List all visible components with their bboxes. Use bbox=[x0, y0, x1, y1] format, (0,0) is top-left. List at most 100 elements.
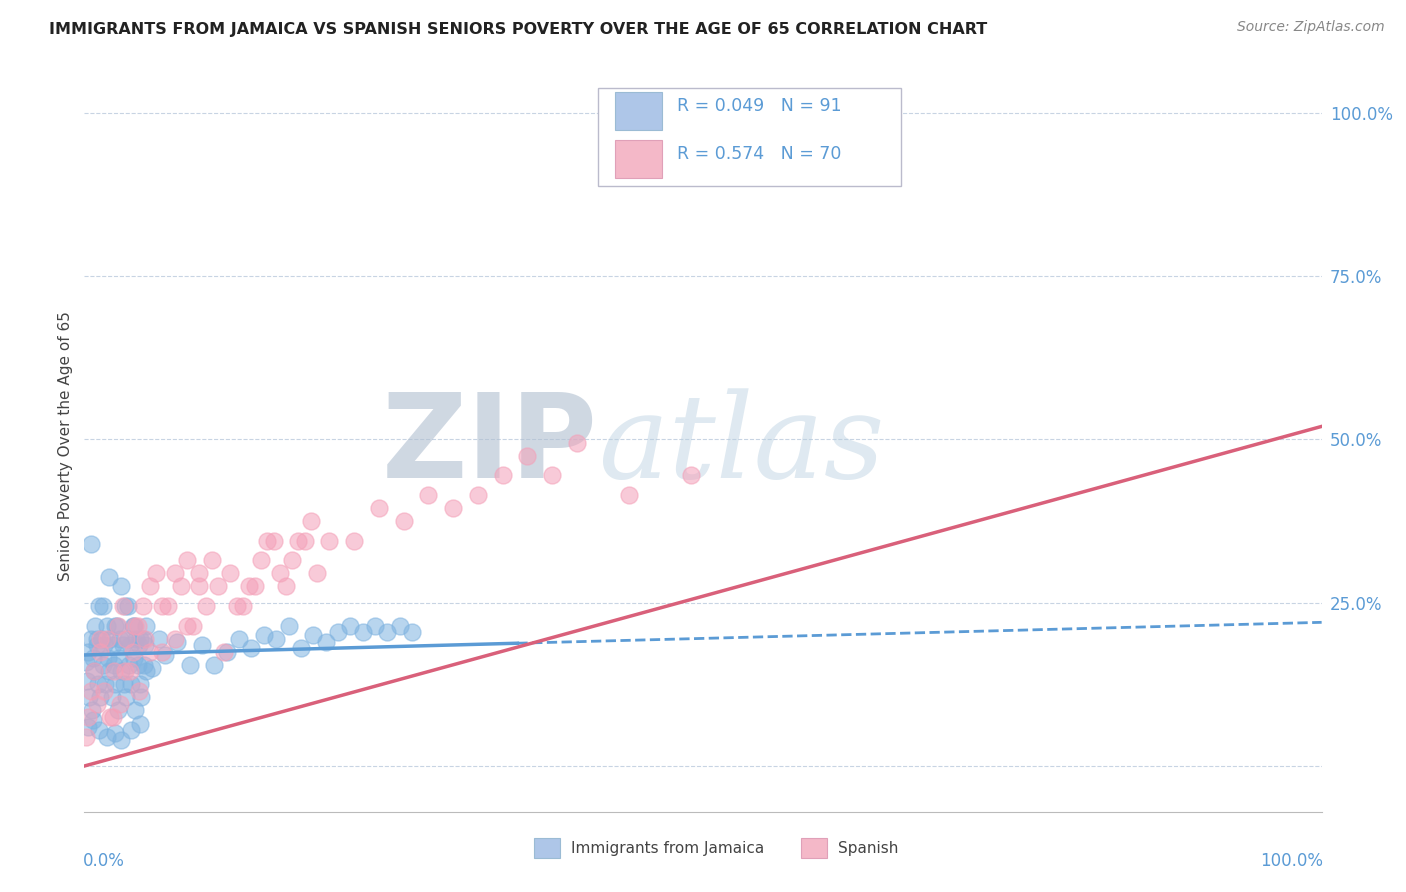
Point bbox=[129, 716, 152, 731]
Point bbox=[124, 704, 146, 718]
Point bbox=[94, 677, 117, 691]
Point bbox=[77, 720, 100, 734]
Point bbox=[96, 618, 118, 632]
Y-axis label: Seniors Poverty Over the Age of 65: Seniors Poverty Over the Age of 65 bbox=[58, 311, 73, 581]
Point bbox=[541, 468, 564, 483]
Point bbox=[122, 651, 145, 665]
Point bbox=[93, 684, 115, 698]
Point bbox=[157, 599, 180, 613]
Text: R = 0.574   N = 70: R = 0.574 N = 70 bbox=[678, 145, 841, 163]
Point bbox=[115, 632, 138, 646]
Point bbox=[105, 618, 128, 632]
Point bbox=[75, 730, 97, 744]
Text: Immigrants from Jamaica: Immigrants from Jamaica bbox=[571, 841, 763, 855]
Point bbox=[79, 684, 101, 698]
Point bbox=[129, 677, 152, 691]
Point bbox=[166, 635, 188, 649]
Point bbox=[114, 665, 136, 679]
Point bbox=[87, 677, 110, 691]
Point bbox=[191, 638, 214, 652]
Point bbox=[617, 488, 640, 502]
Point bbox=[77, 645, 100, 659]
Point bbox=[77, 710, 100, 724]
Point bbox=[79, 537, 101, 551]
Text: IMMIGRANTS FROM JAMAICA VS SPANISH SENIORS POVERTY OVER THE AGE OF 65 CORRELATIO: IMMIGRANTS FROM JAMAICA VS SPANISH SENIO… bbox=[49, 22, 987, 37]
Point bbox=[339, 618, 361, 632]
Point bbox=[98, 569, 121, 583]
Point bbox=[104, 726, 127, 740]
Bar bbox=[616, 92, 662, 130]
Point bbox=[269, 566, 291, 581]
Point bbox=[326, 625, 349, 640]
Point bbox=[256, 533, 278, 548]
Point bbox=[90, 632, 112, 646]
Point bbox=[145, 566, 167, 581]
Point bbox=[132, 657, 155, 672]
Point bbox=[86, 697, 108, 711]
Point bbox=[212, 645, 235, 659]
Point bbox=[107, 704, 129, 718]
Point bbox=[135, 618, 157, 632]
Point bbox=[101, 710, 124, 724]
Point bbox=[91, 657, 114, 672]
Point bbox=[150, 599, 173, 613]
Point bbox=[418, 488, 440, 502]
Point bbox=[150, 645, 173, 659]
Point bbox=[253, 628, 276, 642]
Text: Spanish: Spanish bbox=[838, 841, 898, 855]
Point bbox=[305, 566, 328, 581]
Point bbox=[131, 599, 153, 613]
Point bbox=[352, 625, 374, 640]
Bar bbox=[616, 140, 662, 178]
Point bbox=[76, 674, 98, 689]
Point bbox=[127, 618, 149, 632]
Point bbox=[79, 632, 101, 646]
Point bbox=[290, 641, 312, 656]
Point bbox=[287, 533, 309, 548]
Point bbox=[121, 618, 143, 632]
Point bbox=[207, 579, 229, 593]
Point bbox=[98, 710, 121, 724]
Point bbox=[84, 618, 107, 632]
Point bbox=[232, 599, 254, 613]
Point bbox=[129, 690, 152, 705]
Point bbox=[294, 533, 316, 548]
Point bbox=[96, 632, 118, 646]
Point bbox=[100, 690, 122, 705]
Point bbox=[110, 697, 132, 711]
Point bbox=[120, 723, 142, 737]
Point bbox=[117, 632, 139, 646]
Point bbox=[516, 449, 538, 463]
Point bbox=[202, 657, 225, 672]
Point bbox=[115, 690, 138, 705]
Point bbox=[219, 566, 242, 581]
Point bbox=[89, 723, 111, 737]
Point bbox=[250, 553, 273, 567]
Point bbox=[75, 655, 97, 669]
Point bbox=[96, 730, 118, 744]
Point bbox=[131, 632, 153, 646]
Point bbox=[118, 657, 141, 672]
Point bbox=[93, 638, 115, 652]
Point bbox=[163, 566, 186, 581]
Point bbox=[201, 553, 224, 567]
Point bbox=[134, 638, 156, 652]
Point bbox=[104, 677, 127, 691]
Point bbox=[110, 665, 132, 679]
Point bbox=[98, 665, 121, 679]
Point bbox=[281, 553, 304, 567]
Text: atlas: atlas bbox=[598, 389, 884, 503]
Point bbox=[401, 625, 423, 640]
Point bbox=[367, 501, 389, 516]
Point bbox=[491, 468, 513, 483]
Point bbox=[176, 553, 198, 567]
Point bbox=[377, 625, 399, 640]
Point bbox=[110, 632, 132, 646]
Point bbox=[111, 599, 134, 613]
Point bbox=[238, 579, 260, 593]
Point bbox=[120, 665, 142, 679]
Point bbox=[122, 618, 145, 632]
Point bbox=[128, 638, 150, 652]
Point bbox=[108, 651, 131, 665]
Point bbox=[89, 645, 111, 659]
